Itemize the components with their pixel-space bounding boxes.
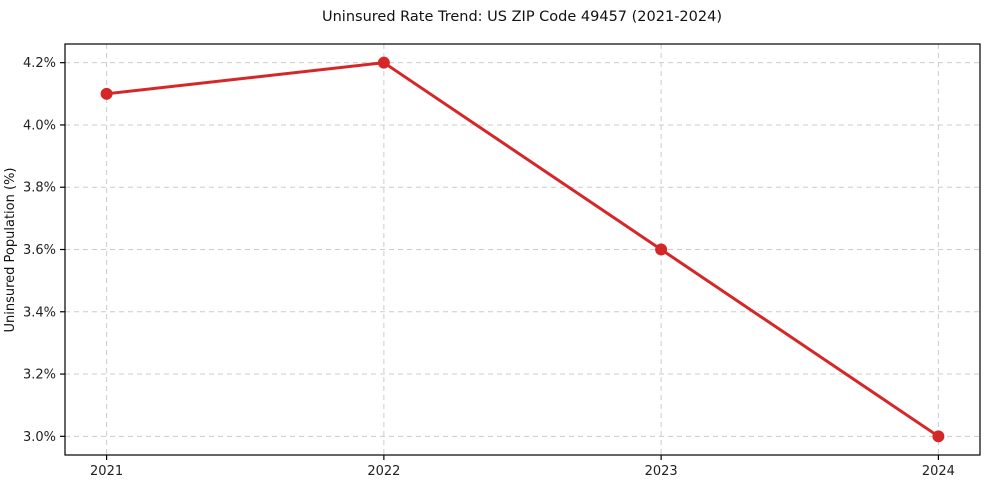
- tick-labels: 2021 2022 2023 2024 3.0% 3.2% 3.4% 3.6% 3.8% 4.0%…: [23, 56, 955, 479]
- tick-marks: [60, 62, 940, 460]
- y-tick-label: 4.2%: [23, 56, 56, 71]
- y-axis-label: Uninsured Population (%): [3, 168, 18, 333]
- x-tick-label: 2021: [90, 464, 123, 479]
- x-tick-label: 2022: [367, 464, 400, 479]
- y-tick-label: 3.0%: [23, 430, 56, 445]
- grid-layer: [65, 44, 980, 455]
- chart-title: Uninsured Rate Trend: US ZIP Code 49457 …: [322, 9, 722, 25]
- trend-line: [105, 61, 940, 438]
- data-series-layer: [100, 56, 945, 443]
- y-tick-label: 3.8%: [23, 181, 56, 196]
- data-point-marker: [377, 56, 390, 69]
- x-tick-label: 2023: [645, 464, 678, 479]
- y-tick-label: 4.0%: [23, 118, 56, 133]
- data-point-marker: [932, 430, 945, 443]
- y-tick-label: 3.2%: [23, 368, 56, 383]
- data-point-marker: [655, 243, 668, 256]
- y-tick-label: 3.4%: [23, 305, 56, 320]
- data-point-marker: [100, 87, 113, 100]
- x-tick-label: 2024: [922, 464, 955, 479]
- y-tick-label: 3.6%: [23, 243, 56, 258]
